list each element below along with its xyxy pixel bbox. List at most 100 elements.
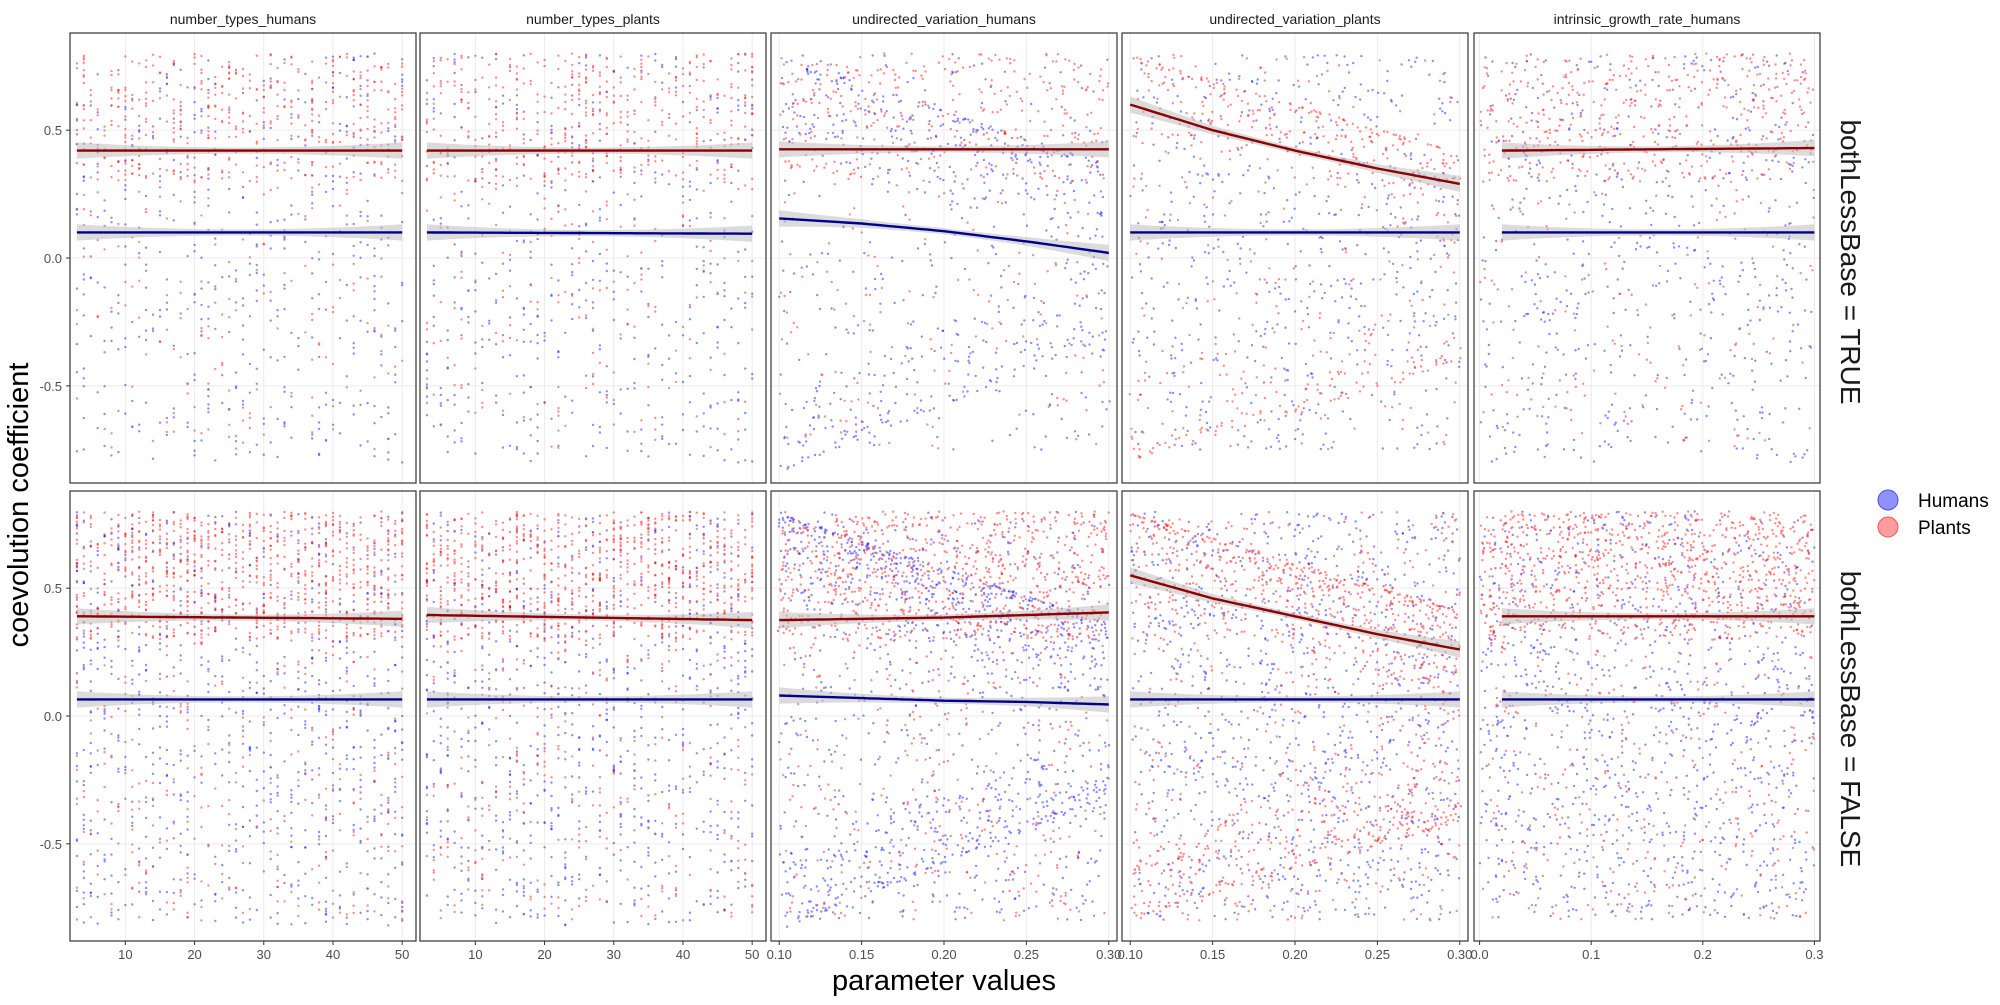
- point-humans: [523, 391, 525, 393]
- point-plants: [339, 578, 341, 580]
- point-humans: [332, 188, 334, 190]
- point-humans: [440, 829, 442, 831]
- point-plants: [633, 166, 635, 168]
- point-plants: [276, 586, 278, 588]
- point-humans: [394, 327, 396, 329]
- point-plants: [353, 176, 355, 178]
- point-plants: [366, 598, 368, 600]
- point-humans: [359, 241, 361, 243]
- point-plants: [311, 132, 313, 134]
- point-plants: [373, 668, 375, 670]
- point-humans: [193, 379, 195, 381]
- point-humans: [276, 717, 278, 719]
- point-humans: [186, 555, 188, 557]
- point-humans: [751, 758, 753, 760]
- point-humans: [571, 84, 573, 86]
- point-humans: [207, 515, 209, 517]
- point-humans: [737, 297, 739, 299]
- point-plants: [346, 193, 348, 195]
- point-plants: [709, 60, 711, 62]
- point-plants: [346, 576, 348, 578]
- point-humans: [173, 553, 175, 555]
- point-plants: [83, 555, 85, 557]
- point-plants: [380, 276, 382, 278]
- point-plants: [751, 215, 753, 217]
- point-humans: [530, 915, 532, 917]
- point-plants: [401, 806, 403, 808]
- point-plants: [332, 133, 334, 135]
- point-plants: [263, 292, 265, 294]
- point-plants: [339, 297, 341, 299]
- point-plants: [207, 134, 209, 136]
- point-plants: [138, 137, 140, 139]
- point-humans: [83, 780, 85, 782]
- point-humans: [433, 856, 435, 858]
- point-plants: [325, 439, 327, 441]
- point-plants: [703, 264, 705, 266]
- point-humans: [228, 824, 230, 826]
- point-plants: [675, 123, 677, 125]
- point-plants: [193, 157, 195, 159]
- point-plants: [682, 67, 684, 69]
- point-plants: [481, 406, 483, 408]
- point-plants: [346, 542, 348, 544]
- point-humans: [488, 707, 490, 709]
- point-plants: [311, 533, 313, 535]
- point-plants: [585, 69, 587, 71]
- point-plants: [311, 98, 313, 100]
- point-plants: [495, 175, 497, 177]
- point-plants: [353, 713, 355, 715]
- point-humans: [359, 709, 361, 711]
- point-plants: [90, 560, 92, 562]
- point-plants: [131, 843, 133, 845]
- point-humans: [131, 801, 133, 803]
- point-humans: [90, 104, 92, 106]
- point-humans: [474, 890, 476, 892]
- point-plants: [325, 108, 327, 110]
- point-plants: [346, 582, 348, 584]
- point-plants: [159, 551, 161, 553]
- point-plants: [751, 104, 753, 106]
- point-plants: [353, 568, 355, 570]
- point-plants: [276, 900, 278, 902]
- point-humans: [433, 98, 435, 100]
- point-plants: [186, 571, 188, 573]
- point-humans: [304, 73, 306, 75]
- point-humans: [620, 859, 622, 861]
- point-humans: [703, 821, 705, 823]
- point-humans: [124, 798, 126, 800]
- point-humans: [380, 804, 382, 806]
- point-plants: [346, 913, 348, 915]
- point-plants: [353, 608, 355, 610]
- point-humans: [495, 58, 497, 60]
- point-plants: [366, 56, 368, 58]
- point-plants: [186, 767, 188, 769]
- point-humans: [723, 667, 725, 669]
- point-humans: [297, 785, 299, 787]
- point-plants: [242, 845, 244, 847]
- point-humans: [263, 121, 265, 123]
- point-humans: [270, 319, 272, 321]
- point-humans: [387, 902, 389, 904]
- point-plants: [297, 915, 299, 917]
- point-humans: [682, 413, 684, 415]
- point-plants: [166, 706, 168, 708]
- point-plants: [453, 175, 455, 177]
- point-plants: [744, 94, 746, 96]
- point-plants: [110, 538, 112, 540]
- point-plants: [124, 174, 126, 176]
- point-humans: [346, 862, 348, 864]
- point-plants: [117, 598, 119, 600]
- point-humans: [696, 549, 698, 551]
- point-plants: [256, 141, 258, 143]
- point-plants: [723, 181, 725, 183]
- point-plants: [159, 525, 161, 527]
- point-plants: [325, 542, 327, 544]
- point-plants: [221, 109, 223, 111]
- point-humans: [290, 594, 292, 596]
- point-plants: [730, 97, 732, 99]
- point-humans: [249, 919, 251, 921]
- point-plants: [353, 549, 355, 551]
- point-humans: [221, 660, 223, 662]
- point-humans: [730, 869, 732, 871]
